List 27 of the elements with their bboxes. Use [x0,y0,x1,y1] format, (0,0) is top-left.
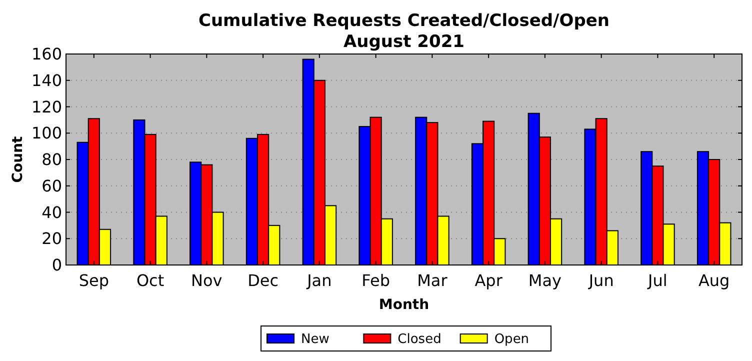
x-tick-label: Jan [306,271,332,290]
y-tick-label: 140 [31,70,62,90]
legend-label: Closed [398,332,442,347]
legend-label: New [301,332,330,347]
y-tick-label: 100 [31,124,62,143]
y-tick-label: 0 [52,256,62,275]
y-tick-label: 80 [42,150,62,170]
y-tick-label: 20 [42,229,62,248]
x-tick-label: Jun [588,271,614,290]
y-tick-label: 120 [31,97,62,116]
y-tick-label: 40 [42,202,62,222]
legend-label: Open [494,332,530,347]
x-tick-label: Oct [136,271,164,290]
x-tick-label: Apr [474,271,503,290]
chart-title: Cumulative Requests Created/Closed/Open August 2021 [198,11,610,52]
y-tick-label: 60 [42,176,62,196]
x-axis-title: Month [378,297,430,313]
x-tick-label: Sep [78,271,109,290]
x-tick-label: Jul [647,271,668,290]
x-tick-label: Nov [191,271,222,290]
y-tick-label: 160 [31,44,62,64]
x-tick-label: May [528,271,562,290]
x-tick-label: Dec [248,271,279,290]
x-tick-label: Feb [362,271,390,290]
x-tick-label: Aug [698,271,730,290]
y-axis-title: Count [10,136,26,183]
x-tick-label: Mar [417,271,448,290]
